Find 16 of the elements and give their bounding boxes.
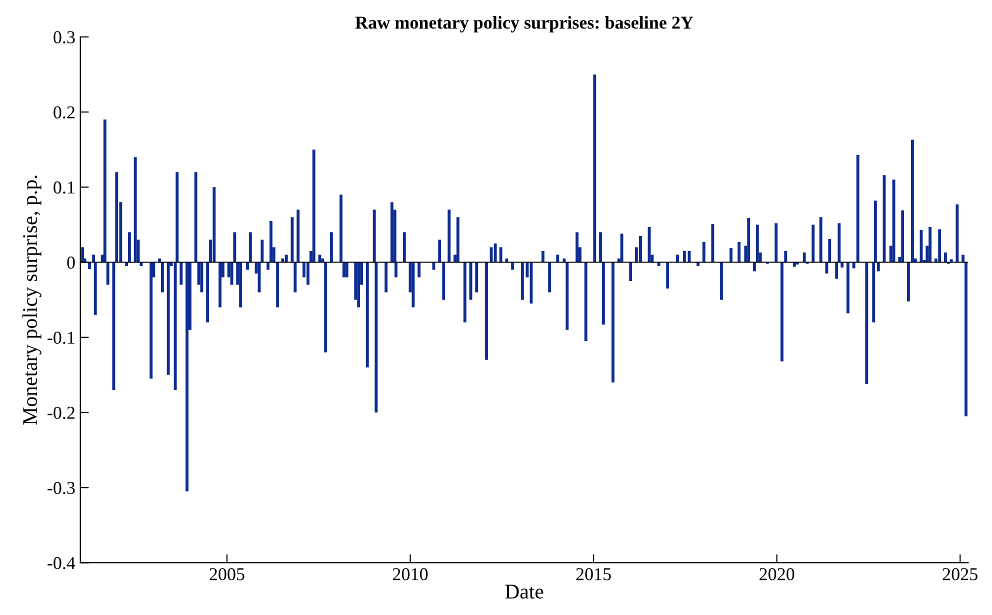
- y-tick-label: -0.1: [48, 332, 74, 344]
- y-tick-label: 0.1: [54, 181, 74, 194]
- x-tick-label: 2015: [576, 568, 611, 580]
- y-tick-label: 0.2: [54, 106, 74, 119]
- x-axis-title: Date: [505, 584, 544, 599]
- chart-title: Raw monetary policy surprises: baseline 2Y: [355, 16, 694, 32]
- x-tick-label: 2010: [393, 568, 428, 580]
- y-tick-label: -0.4: [48, 556, 76, 570]
- y-tick-label: -0.2: [48, 406, 74, 420]
- y-tick-label: 0: [67, 256, 75, 269]
- y-tick-label: -0.3: [48, 482, 75, 494]
- x-tick-label: 2025: [942, 568, 978, 580]
- y-tick-label: 0.3: [54, 31, 75, 44]
- y-axis-title: Monetary policy surprise, p.p.: [22, 176, 42, 425]
- x-tick-label: 2005: [210, 568, 244, 580]
- x-tick-label: 2020: [760, 568, 794, 580]
